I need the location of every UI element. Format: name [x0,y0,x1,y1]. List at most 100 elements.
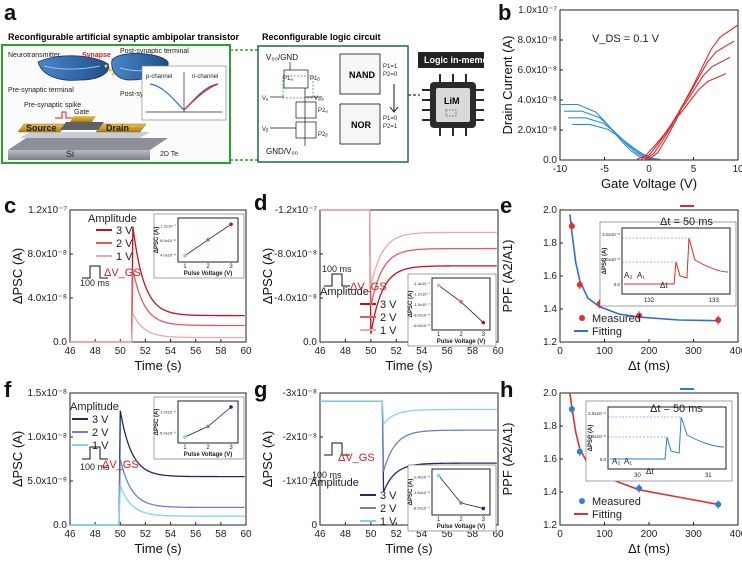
g-inset-xlabel: Pulse Voltage (V) [437,524,486,530]
b-xtick-label: -5 [600,164,609,175]
vb-label: Vᵦ [262,127,269,133]
e-legend-measured: Measured [592,313,641,325]
h-legend-measured-swatch [579,498,585,504]
chart-h: 0 100 200 300 400 1.2 1.4 1.6 1.8 2.0 Δt (ms) PPF (… [500,388,742,556]
e-inset-ytick: 4.0x10⁻⁸ [602,232,620,237]
d-legend-title: Amplitude [320,286,369,298]
g-ytick-label: -3x10⁻⁸ [282,388,317,399]
b-ytick-label: 2.0x10⁻⁸ [517,125,557,136]
panel-h-label: h [500,377,513,402]
h-inset-dt: Δt [646,467,654,476]
e-xtick-label: 400 [730,346,742,357]
d-xtick-label: 60 [492,346,504,357]
d-xtick-label: 48 [340,346,352,357]
f-legend-label: 1 V [92,440,109,452]
chart-d: 46 48 50 52 54 56 58 60 0.0 -4.0x10⁻⁸ -8.0x10⁻⁸ -1.… [260,205,504,373]
d-inset-ytick: -1.4x10⁻⁷ [413,281,430,286]
b-series-n-branch-loop [644,40,735,160]
d-inset-xtick: 1 [437,332,441,338]
f-plot-frame [69,392,247,526]
te-label: 2D Te [160,151,178,158]
h-xlabel: Δt (ms) [628,541,670,556]
c-legend-label: 1 V [116,251,133,263]
c-xtick-label: 54 [165,346,177,357]
h-ytick-label: 2.0 [543,388,557,399]
h-inset-xtick: 30 [634,473,641,479]
h-inset-ytick: 2.0x10⁻⁹ [588,411,606,416]
c-xtick-label: 46 [64,346,76,357]
c-inset-point [229,222,233,227]
f-ylabel: ΔPSC (A) [10,431,25,487]
f-inset-ytick: 5.0x10⁻⁹ [160,431,176,436]
h-inset-trace [610,416,725,460]
panel-d-label: d [254,190,267,215]
p-channel-label: p-channel [146,74,172,80]
h-inset-a1: A₁ [624,457,632,466]
c-xlabel: Time (s) [134,358,181,373]
b-ytick-label: 6.0x10⁻⁸ [517,65,557,76]
e-ytick-label: 2.0 [543,205,557,216]
nand-cond-1: P1=1 [383,64,398,70]
b-xtick-label: -10 [553,164,568,175]
d-inset-ytick: -6.0x10⁻⁸ [413,323,430,328]
g-ytick-label: 0 [311,520,317,531]
e-xtick-label: 100 [596,346,613,357]
f-xtick-label: 58 [215,529,227,540]
nand-cond-2: P2=0 [383,72,398,78]
h-inset-frame [585,400,733,482]
h-ylabel: PPF (A2/A1) [500,423,515,496]
e-inset-ylabel: ΔPSC (A) [602,248,608,275]
c-plot-frame [69,209,247,343]
spike-waveform [55,111,74,119]
h-legend-fitting: Fitting [592,509,622,521]
h-xtick-label: 300 [685,529,702,540]
pre-terminal-label: Pre-synaptic terminal [8,87,74,94]
g-legend-label: 3 V [380,490,397,502]
logic-frame [257,45,409,163]
c-inset-point [206,238,210,242]
g-inset-ytick: -2.4x10⁻⁸ [413,475,430,480]
synaptic-transistor-title: Reconfigurable artificial synaptic ambip… [8,32,240,42]
f-ytick-label: 1.5x10⁻⁸ [27,388,67,399]
h-ytick-label: 1.2 [543,520,557,531]
g-inset-axes [431,468,491,516]
d-inset-frame [407,273,497,347]
b-xtick-label: 5 [691,164,697,175]
vout-label: Vₒᵤₜ [314,96,325,102]
d-pulse-ms: 100 ms [322,264,352,274]
e-inset-a1: A₁ [637,271,645,280]
e-ytick-label: 1.4 [543,304,557,315]
d-inset-xlabel: Pulse Voltage (V) [437,339,486,345]
b-series-p-branch-loop [572,123,662,161]
h-xtick-label: 0 [557,529,563,540]
c-xtick-label: 50 [115,346,127,357]
chart-g: 46 48 50 52 54 56 58 60 0 -1x10⁻⁸ -2x10⁻⁸ -3x10⁻⁸ Ti… [260,388,504,556]
c-inset-axes [177,217,239,263]
h-measured-point [715,501,722,508]
c-ytick-label: 4.0x10⁻⁸ [27,293,67,304]
d-inset-ytick: -8.0x10⁻⁸ [413,312,430,317]
c-inset-xtick: 3 [229,264,233,270]
e-inset-trace [624,237,729,285]
c-inset-ytick: 1.2x10⁻⁷ [160,223,176,228]
d-ytick-label: 0.0 [303,337,317,348]
d-inset-ylabel: ΔPSC (A) [408,291,414,318]
c-xtick-label: 56 [190,346,202,357]
b-xtick-label: 0 [646,164,652,175]
e-inset-axes [621,227,731,295]
c-xtick-label: 52 [140,346,152,357]
e-inset-xtick: 133 [709,298,720,304]
lim-title-bar [418,52,484,68]
pre-spike-label: Pre-synaptic spike [24,102,81,109]
d-inset-point [459,299,463,304]
e-ytick-label: 1.8 [543,238,557,249]
d-xtick-label: 52 [391,346,403,357]
c-inset-ytick: 4.0x10⁻⁸ [160,253,176,258]
b-series-n-branch-loop [636,73,727,161]
g-pulse-symbol [324,442,350,456]
g-ytick-label: -2x10⁻⁸ [282,432,317,443]
c-ytick-label: 0.0 [53,337,67,348]
c-inset-xtick: 1 [183,264,187,270]
e-xlabel: Δt (ms) [628,358,670,373]
